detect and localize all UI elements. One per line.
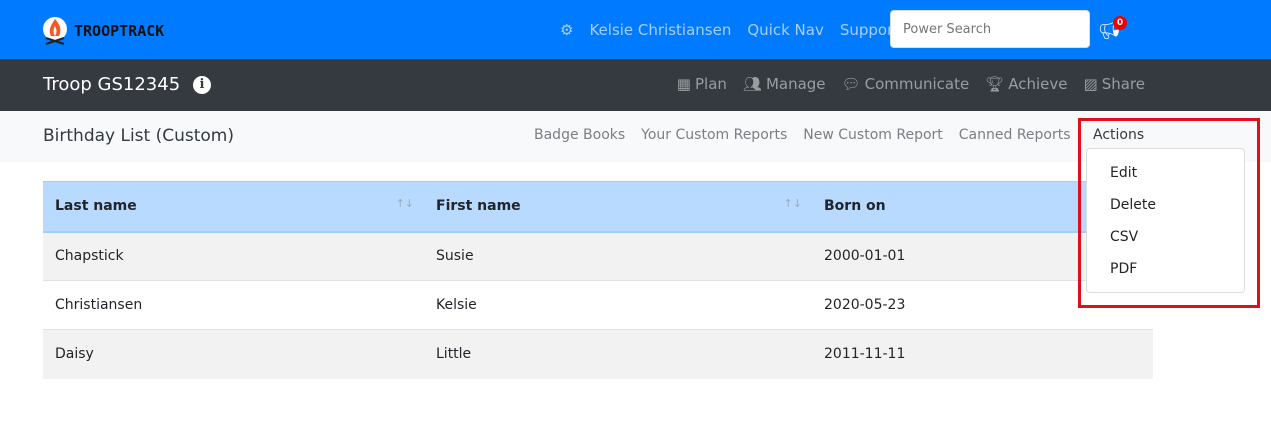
support-link[interactable]: Support [839,21,900,39]
cell-first-name: Susie [424,231,812,281]
info-icon[interactable]: i [193,76,211,94]
calendar-icon: ▦ [676,75,691,93]
column-header-first-name[interactable]: First name ↑↓ [424,181,812,233]
header-label: First name [436,198,521,215]
user-menu-link[interactable]: Kelsie Christiansen [589,21,732,39]
actions-menu: Edit Delete CSV PDF [1086,148,1245,293]
badge-books-link[interactable]: Badge Books [534,127,626,143]
sort-icon[interactable]: ↑↓ [395,197,414,210]
your-custom-reports-link[interactable]: Your Custom Reports [641,127,788,143]
canned-reports-link[interactable]: Canned Reports [958,127,1071,143]
cell-first-name: Little [424,329,812,379]
trophy-icon: 🏆︎ [985,75,1005,93]
top-navbar: TROOPTRACK ⚙ Kelsie Christiansen Quick N… [0,0,1271,59]
nav-achieve[interactable]: 🏆︎ Achieve [985,75,1067,93]
menu-item-edit[interactable]: Edit [1110,165,1138,181]
nav-manage[interactable]: 👥︎ Manage [743,75,826,93]
logo[interactable]: TROOPTRACK [42,16,164,46]
troop-title: Troop GS12345 [43,74,181,95]
nav-plan[interactable]: ▦ Plan [677,75,727,93]
actions-dropdown[interactable]: Actions [1093,127,1145,143]
highlight-box [1078,118,1260,308]
header-label: Last name [55,198,137,215]
column-header-last-name[interactable]: Last name ↑↓ [43,181,424,233]
sort-icon[interactable]: ↑↓ [783,197,802,210]
menu-item-csv[interactable]: CSV [1110,229,1139,245]
menu-item-delete[interactable]: Delete [1110,197,1156,213]
nav-label: Share [1101,75,1145,93]
page-title: Birthday List (Custom) [43,126,235,146]
cell-last-name: Chapstick [43,231,424,281]
quick-nav-link[interactable]: Quick Nav [747,21,824,39]
nav-communicate[interactable]: 💬︎ Communicate [842,75,970,93]
sub-navbar: Birthday List (Custom) Badge Books Your … [0,111,1271,162]
users-icon: 👥︎ [742,75,762,93]
nav-label: Communicate [864,75,970,93]
menu-item-pdf[interactable]: PDF [1110,261,1138,277]
troop-navbar: Troop GS12345 i ▦ Plan 👥︎ Manage 💬︎ Communi… [0,59,1271,111]
new-custom-report-link[interactable]: New Custom Report [803,127,943,143]
image-icon: ▨ [1083,75,1098,93]
nav-share[interactable]: ▨ Share [1084,75,1145,93]
cell-born-on: 2011-11-11 [812,329,1153,379]
notification-badge: 0 [1113,16,1127,30]
table-row: Daisy Little 2011-11-11 [43,329,1153,379]
comments-icon: 💬︎ [841,75,861,93]
table-row: Chapstick Susie 2000-01-01 [43,231,1153,281]
cell-first-name: Kelsie [424,280,812,330]
campfire-logo-icon [43,17,67,45]
nav-label: Plan [694,75,727,93]
gear-icon[interactable]: ⚙ [560,21,574,39]
header-label: Born on [824,198,886,215]
cell-last-name: Christiansen [43,280,424,330]
table-row: Christiansen Kelsie 2020-05-23 [43,280,1153,330]
nav-label: Manage [765,75,826,93]
nav-label: Achieve [1008,75,1068,93]
cell-last-name: Daisy [43,329,424,379]
power-search-input[interactable] [890,10,1090,48]
brand-name: TROOPTRACK [74,22,165,40]
birthday-table: Last name ↑↓ First name ↑↓ Born on Chapsti… [43,181,1153,379]
